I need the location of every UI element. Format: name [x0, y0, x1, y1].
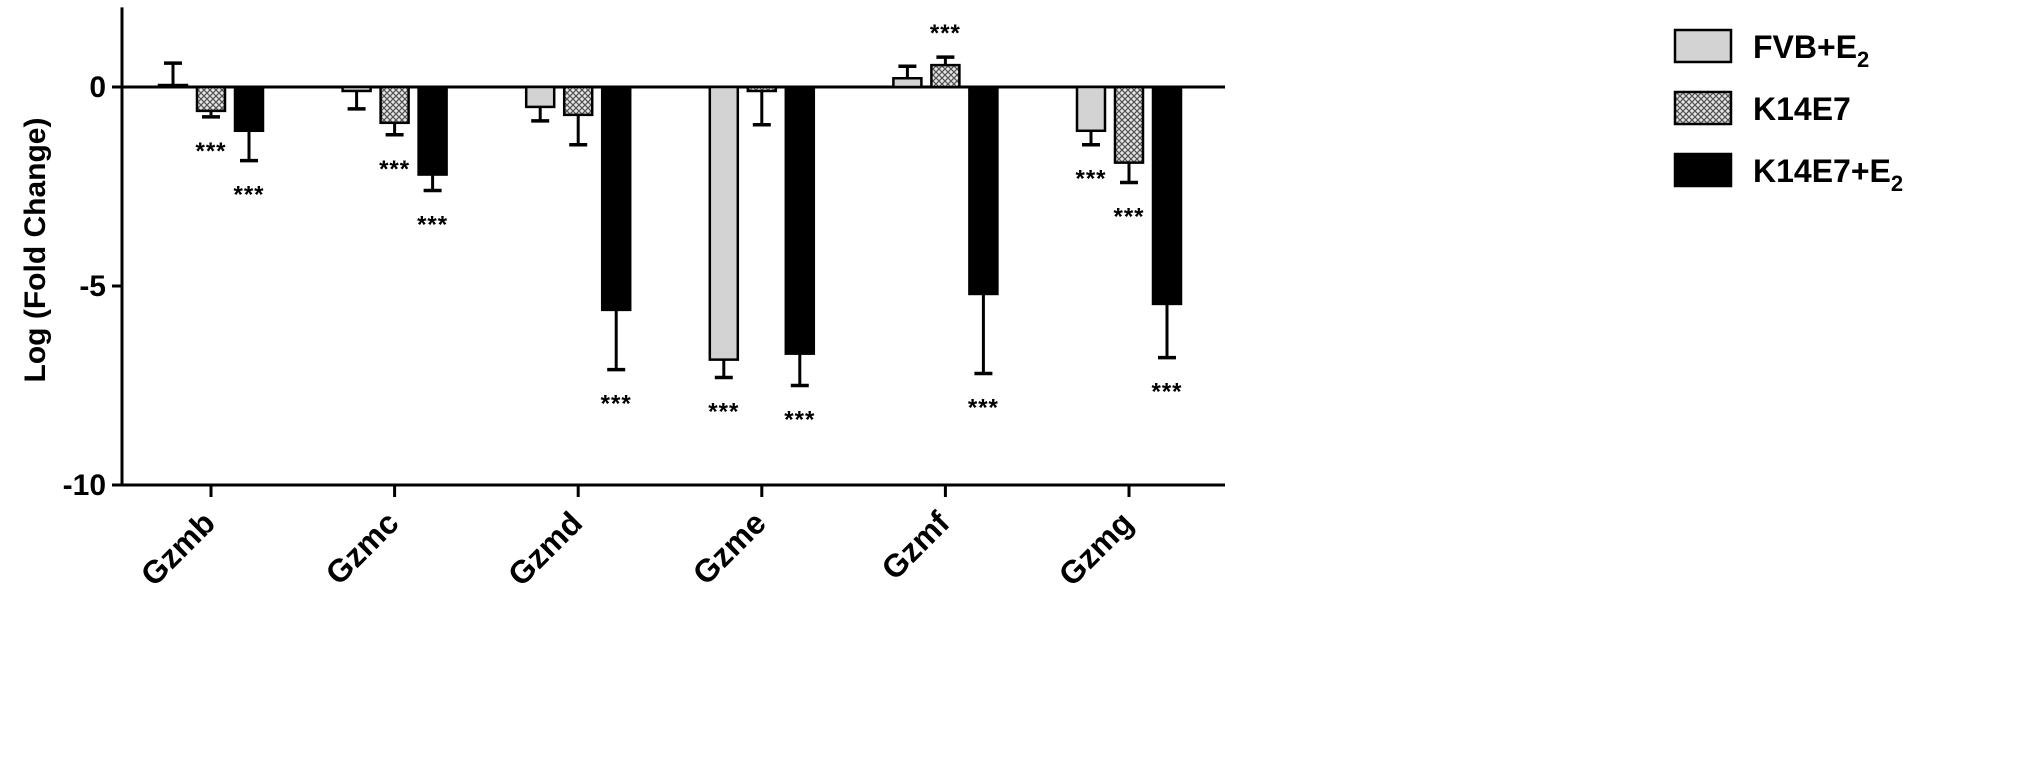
- significance-mark: ***: [1113, 204, 1144, 231]
- category-label: Gzmb: [134, 504, 222, 592]
- y-tick-label: -10: [63, 469, 106, 502]
- legend-swatch: [1673, 90, 1733, 126]
- bar-k14e7: [1113, 85, 1145, 164]
- significance-mark: ***: [930, 20, 961, 47]
- category-label: Gzmf: [874, 504, 956, 586]
- bar-fvb-e2: [341, 85, 372, 93]
- bar-k14e7: [930, 63, 961, 89]
- category-label: Gzmc: [318, 504, 405, 591]
- significance-mark: ***: [1151, 379, 1182, 406]
- significance-mark: ***: [968, 395, 999, 422]
- y-tick-label: 0: [89, 71, 106, 104]
- legend-label-main: FVB+E: [1753, 29, 1857, 65]
- bar-k14e7: [562, 85, 594, 117]
- bar-fvb-e2: [708, 85, 740, 361]
- significance-mark: ***: [233, 182, 264, 209]
- bar-k14e7: [195, 85, 227, 113]
- significance-mark: ***: [784, 407, 815, 434]
- significance-mark: ***: [1075, 166, 1106, 193]
- legend-label-main: K14E7: [1753, 91, 1851, 127]
- bar-k14e7-e2: [784, 85, 816, 355]
- bar-k14e7-e2: [968, 85, 999, 296]
- bar-k14e7-e2: [1151, 85, 1183, 306]
- legend-label: FVB+E2: [1753, 29, 1869, 72]
- legend-label-subscript: 2: [1857, 47, 1869, 72]
- significance-mark: ***: [708, 399, 739, 426]
- legend-swatch: [1673, 28, 1733, 64]
- significance-mark: ***: [417, 211, 448, 238]
- category-label: Gzmd: [501, 504, 589, 592]
- bar-fvb-e2: [892, 76, 923, 89]
- bar-fvb-e2: [157, 83, 189, 89]
- category-label: Gzme: [686, 504, 773, 591]
- bar-k14e7: [379, 85, 410, 125]
- significance-mark: ***: [601, 391, 632, 418]
- bar-k14e7-e2: [233, 85, 265, 133]
- legend-label: K14E7+E2: [1753, 153, 1903, 196]
- significance-mark: ***: [379, 156, 410, 183]
- y-tick-label: -5: [79, 270, 106, 303]
- significance-mark: ***: [195, 138, 226, 165]
- category-label: Gzmg: [1052, 504, 1140, 592]
- bar-k14e7-e2: [600, 85, 632, 312]
- bar-k14e7: [746, 85, 778, 93]
- legend-label-subscript: 2: [1891, 171, 1903, 196]
- y-axis-title: Log (Fold Change): [19, 118, 52, 383]
- legend-label-main: K14E7+E: [1753, 153, 1891, 189]
- bar-fvb-e2: [524, 85, 556, 109]
- legend-label: K14E7: [1753, 91, 1851, 127]
- legend-swatch: [1673, 152, 1733, 188]
- bar-k14e7-e2: [417, 85, 448, 176]
- bar-fvb-e2: [1075, 85, 1107, 133]
